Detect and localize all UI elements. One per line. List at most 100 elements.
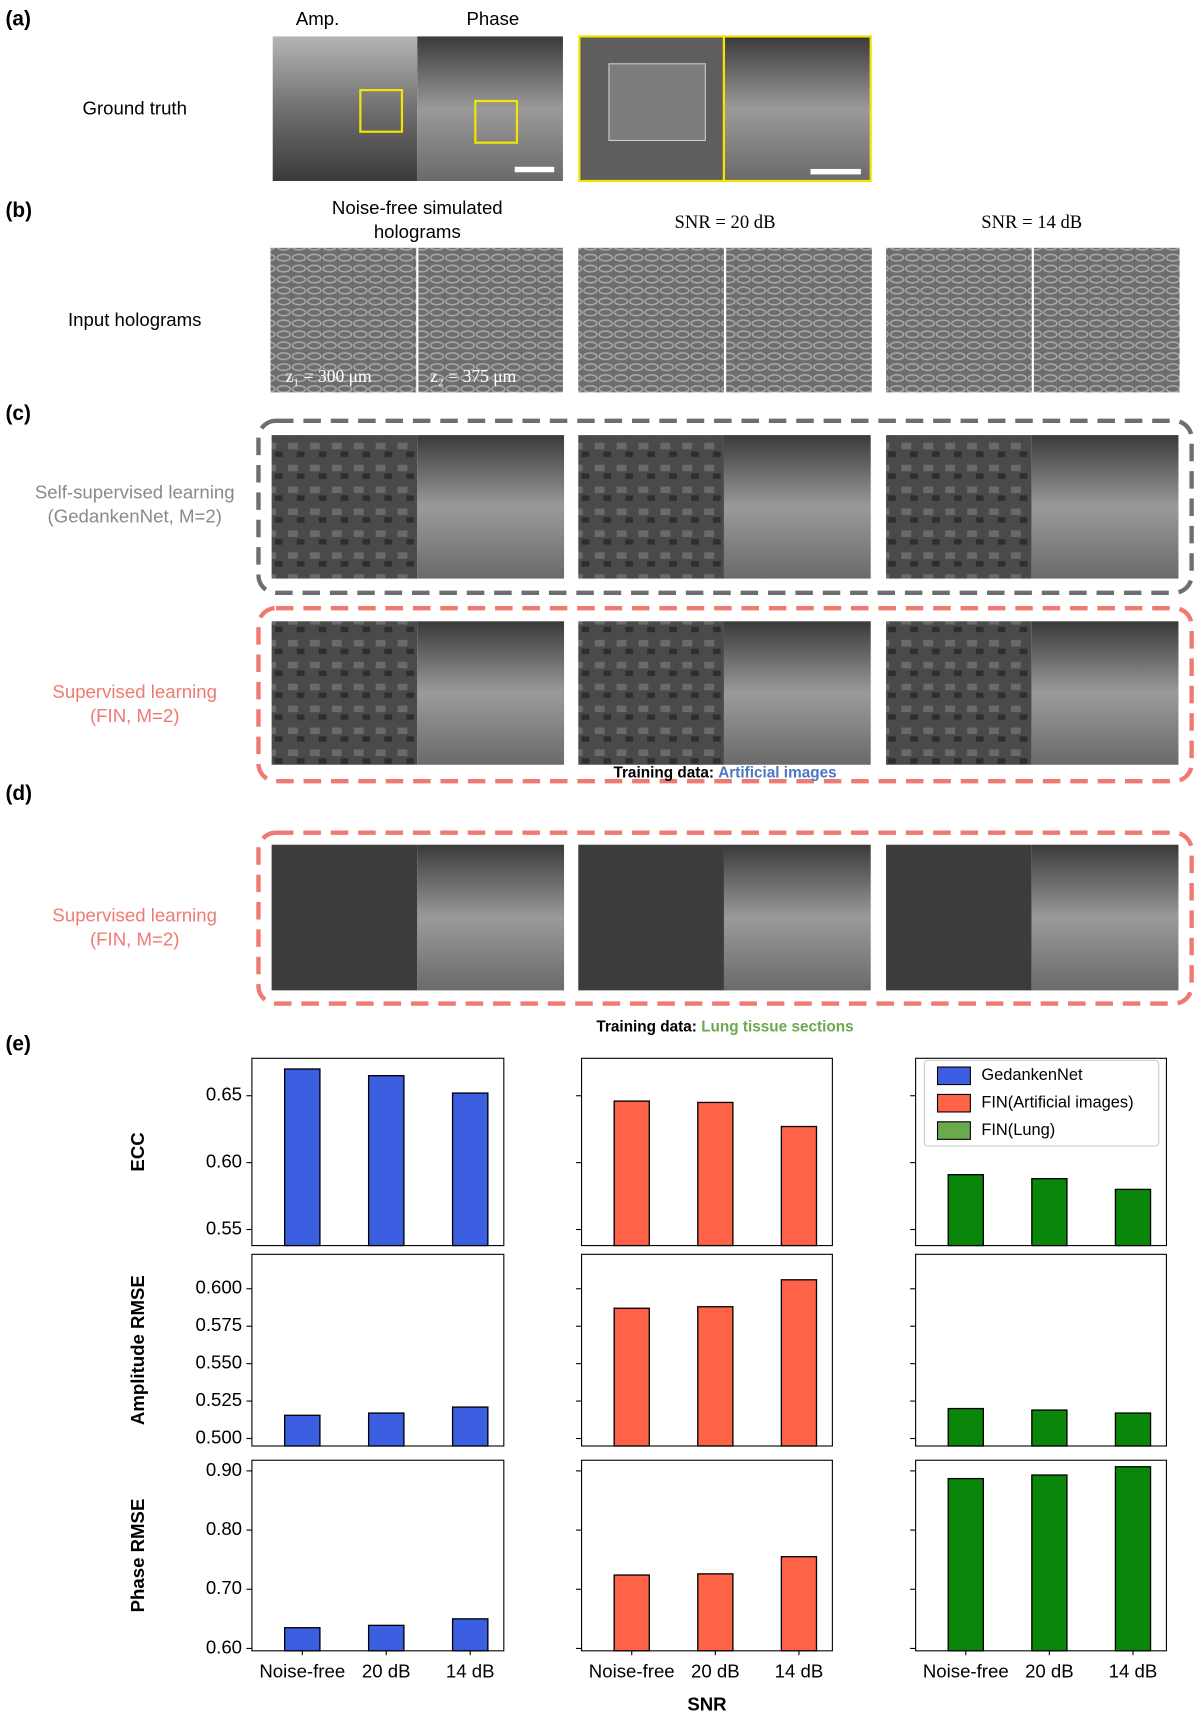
- row-label: Supervised learning (FIN, M=2): [52, 904, 217, 950]
- image: [271, 621, 418, 765]
- x-tick-label: 20 dB: [362, 1661, 411, 1682]
- image: [578, 247, 724, 393]
- image: [722, 35, 872, 183]
- training-value: Lung tissue sections: [701, 1019, 853, 1036]
- image: [886, 844, 1032, 991]
- row-label: Input holograms: [68, 309, 201, 330]
- bar: [613, 1307, 650, 1447]
- image: [886, 621, 1032, 765]
- y-tick-label: 0.550: [195, 1352, 242, 1373]
- legend-label: FIN(Artificial images): [981, 1094, 1133, 1112]
- training-value: Artificial images: [718, 765, 836, 782]
- image: [886, 247, 1032, 393]
- legend-swatch: [936, 1093, 971, 1113]
- bar: [613, 1574, 650, 1652]
- image: [270, 247, 417, 393]
- training-note: Training data: Artificial images: [613, 765, 836, 782]
- lung-images: [271, 844, 1179, 991]
- bar: [283, 1068, 321, 1247]
- bar: [451, 1092, 489, 1247]
- bar: [780, 1556, 818, 1652]
- image: [608, 63, 706, 142]
- bar: [1031, 1409, 1068, 1447]
- image: [723, 621, 871, 765]
- x-tick-label: 14 dB: [775, 1661, 824, 1682]
- training-label: Training data:: [596, 1019, 697, 1036]
- image: [1031, 621, 1179, 765]
- image: [271, 435, 418, 579]
- column-title: SNR = 20 dB: [675, 212, 776, 233]
- panel-label: (b): [5, 199, 32, 222]
- zoom-box: [474, 99, 519, 144]
- bar: [1114, 1412, 1152, 1447]
- bar: [697, 1573, 734, 1652]
- image: [723, 844, 871, 991]
- image: [1031, 844, 1179, 991]
- bar: [697, 1306, 734, 1447]
- panel-label: (c): [5, 402, 30, 425]
- group-box: [256, 830, 1194, 1006]
- y-tick-label: 0.500: [195, 1426, 242, 1447]
- x-tick-label: Noise-free: [923, 1661, 1009, 1682]
- x-tick-label: 14 dB: [1109, 1661, 1158, 1682]
- distance-label: z₁ = 300 μm: [285, 366, 372, 386]
- y-tick-label: 0.55: [206, 1217, 242, 1238]
- bar: [613, 1100, 650, 1247]
- column-title: Phase: [466, 8, 519, 29]
- legend-label: FIN(Lung): [981, 1121, 1055, 1139]
- row-label: Ground truth: [82, 98, 186, 119]
- bar: [367, 1624, 405, 1652]
- row-label-box: Self-supervised learning (GedankenNet, M…: [35, 482, 235, 527]
- y-tick-label: 0.80: [206, 1518, 242, 1539]
- y-axis-label: ECC: [127, 1132, 148, 1171]
- y-axis-label: Amplitude RMSE: [127, 1275, 148, 1425]
- hologram-images: [270, 247, 1180, 393]
- group-box: [256, 418, 1194, 595]
- bar: [367, 1412, 405, 1447]
- bar: [947, 1477, 984, 1652]
- bar: [1114, 1466, 1152, 1652]
- image: [272, 36, 418, 181]
- bar: [1114, 1188, 1152, 1247]
- y-tick-label: 0.575: [195, 1314, 242, 1335]
- training-label: Training data:: [613, 765, 714, 782]
- x-axis-label: SNR: [687, 1693, 727, 1714]
- column-title: Amp.: [296, 8, 339, 29]
- reconstruction-images: [271, 435, 1179, 765]
- column-title-box: Noise-free simulated holograms: [331, 197, 503, 243]
- image: [886, 435, 1032, 579]
- bar: [283, 1627, 321, 1652]
- group-box: [256, 605, 1194, 784]
- bar: [780, 1279, 818, 1447]
- bar: [1031, 1474, 1068, 1652]
- y-tick-label: 0.525: [195, 1389, 242, 1410]
- legend-swatch: [936, 1066, 971, 1086]
- y-tick-label: 0.60: [206, 1151, 242, 1172]
- image: [417, 435, 565, 579]
- x-tick-label: 14 dB: [446, 1661, 495, 1682]
- charts: 0.55 0.60 0.65 ECC GedankenNet FIN(Artificial…: [127, 1057, 1167, 1714]
- distance-label: z₂ = 375 μm: [430, 366, 517, 386]
- legend-swatch: [936, 1121, 971, 1140]
- image: [578, 844, 724, 991]
- training-note: Training data: Lung tissue sections: [596, 1019, 853, 1036]
- x-tick-label: Noise-free: [589, 1661, 675, 1682]
- image: [417, 621, 565, 765]
- row-label: Supervised learning (FIN, M=2): [52, 681, 217, 727]
- legend-box: [923, 1059, 1160, 1147]
- image: [578, 435, 724, 579]
- image: [1031, 435, 1179, 579]
- zoom-box: [359, 89, 404, 133]
- bar: [947, 1407, 984, 1447]
- image: [418, 247, 563, 393]
- x-tick-label: 20 dB: [691, 1661, 740, 1682]
- bar: [283, 1414, 321, 1447]
- image: [723, 435, 871, 579]
- column-title: Noise-free simulated holograms: [331, 197, 503, 243]
- bar: [780, 1125, 818, 1247]
- panel-label: (d): [5, 782, 32, 805]
- y-tick-label: 0.60: [206, 1636, 242, 1657]
- image: [578, 621, 724, 765]
